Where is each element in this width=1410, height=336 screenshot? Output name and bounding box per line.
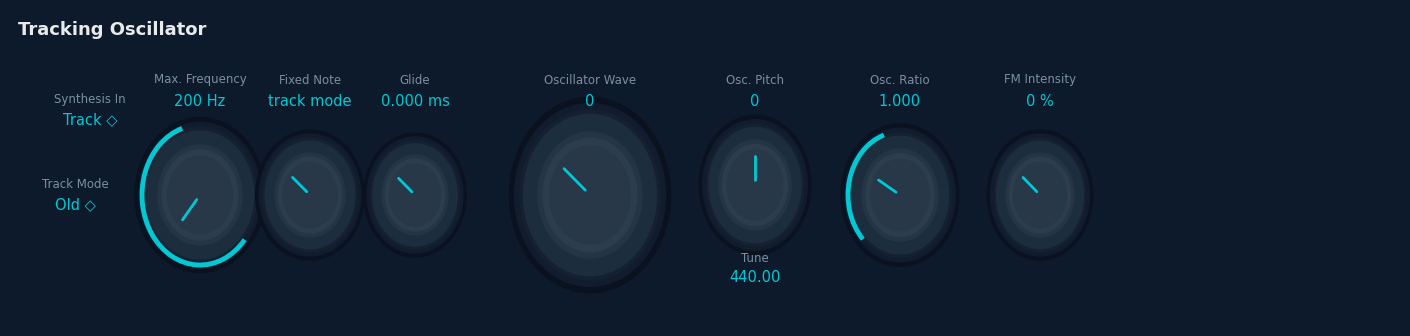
Ellipse shape — [1014, 162, 1066, 227]
Ellipse shape — [994, 138, 1086, 252]
Text: 0: 0 — [585, 94, 595, 110]
Text: Old ◇: Old ◇ — [55, 198, 96, 212]
Ellipse shape — [158, 145, 243, 245]
Ellipse shape — [520, 110, 660, 280]
Ellipse shape — [991, 134, 1090, 256]
Ellipse shape — [372, 144, 457, 246]
Ellipse shape — [845, 128, 955, 262]
Ellipse shape — [364, 133, 467, 257]
Ellipse shape — [509, 97, 671, 293]
Ellipse shape — [849, 133, 952, 257]
Ellipse shape — [997, 141, 1083, 249]
Text: Fixed Note: Fixed Note — [279, 74, 341, 86]
Text: Max. Frequency: Max. Frequency — [154, 74, 247, 86]
Ellipse shape — [135, 118, 265, 272]
Ellipse shape — [728, 150, 783, 220]
Ellipse shape — [144, 127, 257, 262]
Text: 0: 0 — [750, 94, 760, 110]
Ellipse shape — [842, 124, 959, 266]
Text: Glide: Glide — [399, 74, 430, 86]
Text: Synthesis In: Synthesis In — [54, 93, 125, 107]
Ellipse shape — [862, 149, 938, 241]
Ellipse shape — [706, 124, 804, 246]
Ellipse shape — [262, 138, 357, 252]
Ellipse shape — [539, 132, 642, 258]
Ellipse shape — [550, 146, 630, 244]
Text: Track ◇: Track ◇ — [63, 113, 117, 127]
Ellipse shape — [543, 138, 637, 252]
Text: 0.000 ms: 0.000 ms — [381, 94, 450, 110]
Ellipse shape — [1005, 153, 1074, 237]
Ellipse shape — [866, 154, 935, 237]
Text: Osc. Pitch: Osc. Pitch — [726, 74, 784, 86]
Text: 0 %: 0 % — [1026, 94, 1053, 110]
Ellipse shape — [523, 114, 657, 276]
Ellipse shape — [275, 153, 345, 237]
Ellipse shape — [722, 144, 787, 225]
Text: Tracking Oscillator: Tracking Oscillator — [18, 21, 206, 39]
Ellipse shape — [699, 115, 811, 255]
Ellipse shape — [870, 159, 929, 230]
Text: Osc. Ratio: Osc. Ratio — [870, 74, 929, 86]
Ellipse shape — [255, 130, 364, 260]
Ellipse shape — [367, 137, 462, 253]
Text: Tune: Tune — [742, 252, 768, 264]
Text: 200 Hz: 200 Hz — [175, 94, 226, 110]
Ellipse shape — [265, 141, 355, 249]
Ellipse shape — [371, 141, 460, 249]
Ellipse shape — [709, 127, 801, 243]
Ellipse shape — [279, 157, 341, 233]
Ellipse shape — [389, 164, 440, 226]
Text: track mode: track mode — [268, 94, 351, 110]
Ellipse shape — [259, 134, 361, 256]
Ellipse shape — [283, 162, 337, 227]
Ellipse shape — [147, 131, 254, 259]
Text: Track Mode: Track Mode — [42, 178, 109, 192]
Ellipse shape — [168, 156, 233, 234]
Ellipse shape — [515, 103, 666, 286]
Text: 440.00: 440.00 — [729, 270, 781, 286]
Ellipse shape — [382, 155, 448, 235]
Ellipse shape — [987, 130, 1093, 260]
Ellipse shape — [1010, 157, 1070, 233]
Ellipse shape — [162, 150, 238, 240]
Text: 1.000: 1.000 — [878, 94, 921, 110]
Ellipse shape — [719, 140, 791, 230]
Text: Oscillator Wave: Oscillator Wave — [544, 74, 636, 86]
Ellipse shape — [385, 159, 444, 231]
Ellipse shape — [702, 120, 807, 250]
Ellipse shape — [852, 136, 949, 254]
Ellipse shape — [140, 123, 261, 267]
Text: FM Intensity: FM Intensity — [1004, 74, 1076, 86]
